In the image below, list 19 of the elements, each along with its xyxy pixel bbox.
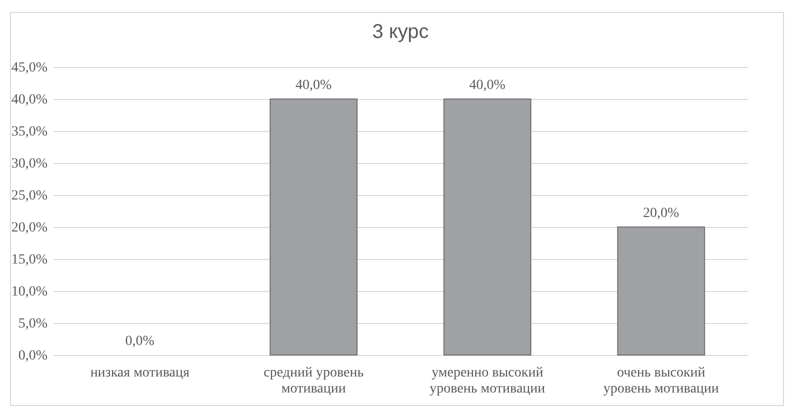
y-tick-label: 35,0% (11, 124, 48, 140)
x-tick-label: умеренно высокий уровень мотивации (430, 366, 546, 396)
y-tick-label: 15,0% (11, 252, 48, 268)
y-tick-label: 40,0% (11, 92, 48, 108)
y-tick-label: 10,0% (11, 284, 48, 300)
x-tick-label: средний уровень мотивации (264, 366, 364, 396)
y-tick-label: 45,0% (11, 60, 48, 76)
y-tick-label: 0,0% (18, 348, 48, 364)
y-tick-label: 20,0% (11, 220, 48, 236)
x-tick-label: низкая мотиваця (90, 366, 190, 380)
data-label: 40,0% (296, 78, 332, 93)
y-tick-label: 25,0% (11, 188, 48, 204)
y-tick-label: 5,0% (18, 316, 48, 332)
x-tick-label: очень высокий уровень мотивации (603, 366, 720, 396)
data-label: 0,0% (125, 334, 155, 349)
chart-title: 3 курс (372, 21, 429, 43)
data-label: 20,0% (643, 206, 680, 221)
y-tick-label: 30,0% (11, 156, 48, 172)
data-label: 40,0% (469, 78, 506, 93)
